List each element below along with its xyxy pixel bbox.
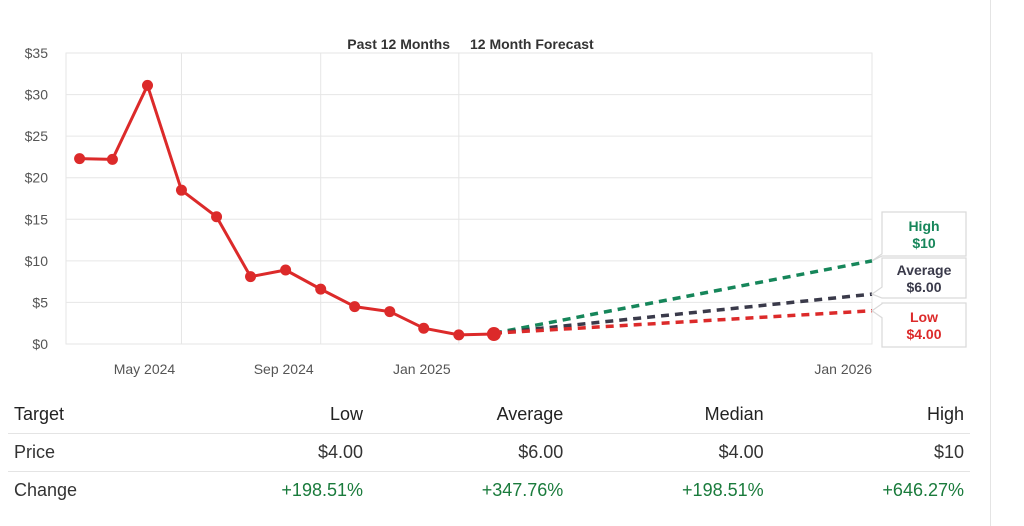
change-median: +198.51% <box>682 480 764 500</box>
row-label-price: Price <box>8 433 169 472</box>
data-point <box>74 153 86 165</box>
price-average: $6.00 <box>369 433 570 472</box>
y-tick-label: $30 <box>25 87 49 103</box>
x-axis-ticks: May 2024 Sep 2024 Jan 2025 Jan 2026 <box>114 361 872 377</box>
forecast-12-month-label: 12 Month Forecast <box>470 36 594 52</box>
header-average: Average <box>369 396 570 434</box>
header-low: Low <box>168 396 369 434</box>
x-tick-label: Jan 2026 <box>814 361 872 377</box>
history-line <box>79 83 494 337</box>
forecast-lines <box>493 259 873 335</box>
table-row: Change +198.51% +347.76% +198.51% +646.2… <box>8 472 970 510</box>
forecast-line-low <box>493 308 873 335</box>
data-point <box>315 283 327 295</box>
data-point <box>453 329 465 341</box>
plot-border <box>65 52 873 345</box>
y-tick-label: $0 <box>32 336 48 352</box>
table-row: Price $4.00 $6.00 $4.00 $10 <box>8 433 970 472</box>
table-header-row: Target Low Average Median High <box>8 396 970 434</box>
x-tick-label: May 2024 <box>114 361 176 377</box>
data-point <box>106 153 118 165</box>
price-high: $10 <box>769 433 970 472</box>
history-series <box>74 79 501 342</box>
y-axis-ticks: $0 $5 $10 $15 $20 $25 $30 $35 <box>25 45 49 352</box>
forecast-line-average <box>493 292 873 335</box>
target-flag-title: Low <box>910 309 938 325</box>
target-flag-average <box>870 257 967 299</box>
target-flag-value: $4.00 <box>906 326 941 342</box>
y-tick-label: $20 <box>25 170 49 186</box>
target-flag-title: Average <box>897 262 952 278</box>
price-median: $4.00 <box>569 433 770 472</box>
y-tick-label: $25 <box>25 128 49 144</box>
data-point <box>486 327 501 342</box>
y-tick-label: $15 <box>25 211 49 227</box>
chart-grid <box>65 52 873 345</box>
data-point <box>142 79 154 91</box>
header-median: Median <box>569 396 770 434</box>
target-flag-title: High <box>908 218 939 234</box>
data-point <box>175 184 187 196</box>
change-high: +646.27% <box>882 480 964 500</box>
price-low: $4.00 <box>168 433 369 472</box>
target-flag-value: $10 <box>912 235 936 251</box>
data-point <box>280 264 292 276</box>
right-divider <box>990 0 991 526</box>
x-tick-label: Sep 2024 <box>254 361 314 377</box>
y-tick-label: $35 <box>25 45 49 61</box>
data-point <box>418 322 430 334</box>
row-label-change: Change <box>14 480 78 500</box>
data-point <box>384 306 396 318</box>
target-flag-low <box>870 302 967 348</box>
price-target-chart: $0 $5 $10 $15 $20 $25 $30 $35 May 2024 Sep 2024 J… <box>25 36 967 377</box>
change-average: +347.76% <box>481 480 564 500</box>
header-target: Target <box>8 396 169 434</box>
header-high: High <box>769 396 970 434</box>
target-flag-high <box>871 211 967 262</box>
data-point <box>211 211 223 223</box>
y-tick-label: $5 <box>32 294 48 310</box>
data-point <box>245 271 257 283</box>
forecast-target-labels: High$10 Average$6.00 Low$4.00 <box>870 211 967 348</box>
target-flag-value: $6.00 <box>906 279 941 295</box>
x-tick-label: Jan 2025 <box>393 361 451 377</box>
y-tick-label: $10 <box>25 253 49 269</box>
past-12-months-label: Past 12 Months <box>347 36 450 52</box>
data-point <box>349 301 361 313</box>
price-target-table: Target Low Average Median High Price $4.… <box>8 396 970 509</box>
change-low: +198.51% <box>281 480 363 500</box>
